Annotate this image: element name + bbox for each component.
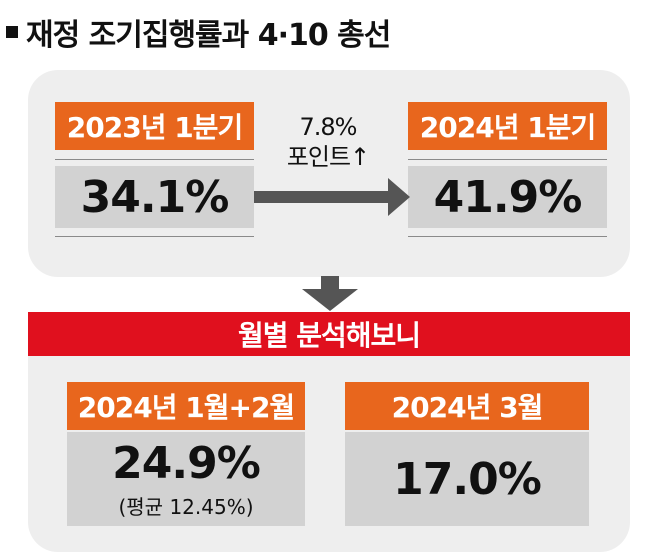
right-arrow-icon (254, 178, 410, 216)
change-label: 7.8% 포인트↑ (268, 112, 388, 172)
left-bottom-rule (55, 236, 254, 237)
monthly-right-value: 17.0% (345, 432, 589, 526)
left-top-rule (55, 159, 254, 160)
page-title: 재정 조기집행률과 4·10 총선 (6, 12, 391, 53)
down-arrow-icon (302, 276, 358, 311)
change-amount: 7.8% (299, 113, 358, 141)
monthly-left-period: 2024년 1월+2월 (67, 382, 305, 430)
right-bottom-rule (408, 236, 607, 237)
monthly-left-value-box: 24.9% (평균 12.45%) (67, 432, 305, 526)
right-top-rule (408, 159, 607, 160)
monthly-right-period: 2024년 3월 (345, 382, 589, 430)
monthly-heading: 월별 분석해보니 (28, 312, 630, 356)
right-period-label: 2024년 1분기 (408, 102, 607, 150)
left-period-label: 2023년 1분기 (55, 102, 254, 150)
page-title-text: 재정 조기집행률과 4·10 총선 (26, 18, 391, 53)
square-bullet-icon (6, 26, 18, 38)
monthly-left-value: 24.9% (112, 438, 261, 489)
change-unit: 포인트↑ (286, 143, 370, 171)
right-value: 41.9% (408, 166, 607, 228)
left-value: 34.1% (55, 166, 254, 228)
monthly-left-note: (평균 12.45%) (118, 495, 254, 519)
